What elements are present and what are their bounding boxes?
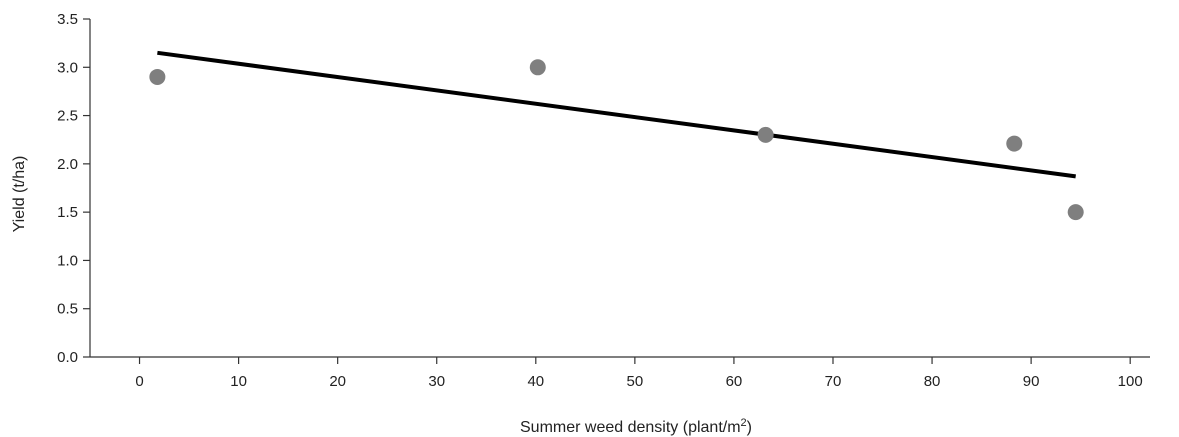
y-axis-title: Yield (t/ha): [11, 156, 28, 233]
data-point: [757, 126, 774, 143]
y-ticks: 0.0 0.5 1.0 1.5 2.0 2.5 3.0 3.5: [57, 11, 90, 366]
x-tick-label: 30: [428, 373, 445, 390]
trendline-layer: [157, 50, 1076, 179]
data-point: [149, 68, 166, 85]
x-tick-label: 100: [1118, 373, 1143, 390]
y-tick-label: 0.5: [57, 301, 78, 318]
x-tick-label: 60: [726, 373, 743, 390]
axes: [89, 19, 1150, 358]
x-axis-title: Summer weed density (plant/m2): [520, 417, 752, 436]
y-tick-label: 0.0: [57, 349, 78, 366]
x-tick-label: 70: [825, 373, 842, 390]
y-tick-label: 2.5: [57, 108, 78, 125]
x-axis-title-suffix: ): [747, 419, 752, 436]
x-tick-label: 50: [627, 373, 644, 390]
data-point: [1067, 204, 1084, 221]
x-tick-label: 80: [924, 373, 941, 390]
data-point: [529, 59, 546, 76]
y-tick-label: 3.0: [57, 59, 78, 76]
x-axis-title-superscript: 2: [741, 417, 747, 429]
y-tick-label: 1.5: [57, 204, 78, 221]
trendline: [157, 50, 1076, 179]
x-ticks: 0 10 20 30 40 50 60 70 80 90 100: [135, 357, 1143, 390]
y-tick-label: 1.0: [57, 252, 78, 269]
x-tick-label: 20: [329, 373, 346, 390]
x-axis-title-main: Summer weed density (plant/m: [520, 419, 741, 436]
y-tick-label: 2.0: [57, 156, 78, 173]
data-point: [1006, 135, 1023, 152]
x-tick-label: 40: [527, 373, 544, 390]
x-tick-label: 0: [135, 373, 143, 390]
points-layer: [149, 59, 1084, 221]
x-tick-label: 10: [230, 373, 247, 390]
y-tick-label: 3.5: [57, 11, 78, 28]
x-tick-label: 90: [1023, 373, 1040, 390]
